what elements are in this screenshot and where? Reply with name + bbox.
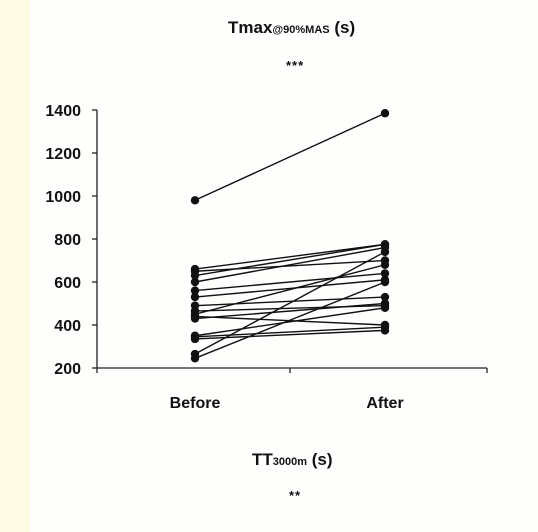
subject-line-16 — [194, 251, 386, 355]
axes: 200 400 600 800 1000 1200 1400 Before After — [45, 103, 488, 412]
subject-line-1 — [194, 112, 386, 201]
subject-line-2 — [194, 243, 386, 270]
x-category-label: After — [366, 395, 403, 412]
subject-line-13 — [194, 307, 386, 337]
subject-line-10 — [194, 264, 386, 315]
subject-line-12 — [194, 302, 386, 320]
subject-point-16-after — [380, 247, 390, 257]
subject-point-1-before — [190, 196, 200, 205]
subject-point-8-after — [380, 292, 390, 302]
subject-point-12-before — [190, 314, 200, 323]
y-tick-label: 1400 — [45, 103, 81, 120]
subject-point-13-after — [380, 303, 390, 312]
subject-point-1-after — [380, 109, 390, 118]
subject-point-17-before — [190, 354, 200, 363]
x-axis-title: TT3000m (s) — [252, 450, 333, 469]
y-tick-label: 600 — [54, 275, 81, 292]
y-tick-label: 800 — [54, 232, 81, 249]
title-significance: *** — [286, 58, 305, 73]
subject-line-6 — [194, 272, 386, 292]
subject-point-5-before — [190, 277, 200, 287]
subject-point-6-before — [190, 286, 200, 295]
subject-point-15-before — [190, 334, 200, 344]
y-tick-label: 400 — [54, 318, 81, 335]
subject-line-7 — [194, 279, 386, 298]
subject-line-8 — [194, 296, 386, 307]
series-points — [190, 109, 390, 363]
x-category-label: Before — [170, 395, 221, 412]
y-tick-label: 1200 — [45, 146, 81, 163]
subject-point-15-after — [380, 326, 390, 335]
subject-point-10-after — [380, 260, 390, 269]
y-tick-label: 1000 — [45, 189, 81, 206]
subject-line-14 — [194, 326, 386, 338]
subject-line-5 — [194, 246, 386, 283]
subject-point-6-after — [380, 269, 390, 278]
subject-line-3 — [194, 259, 386, 272]
subject-point-17-after — [380, 277, 390, 287]
chart-title: Tmax@90%MAS (s) — [228, 18, 356, 37]
subject-point-7-before — [190, 292, 200, 302]
left-margin-strip — [0, 0, 30, 532]
x-axis-significance: ** — [289, 488, 302, 503]
subject-line-17 — [194, 281, 386, 359]
y-tick-label: 200 — [54, 361, 81, 378]
subject-point-4-before — [190, 271, 200, 280]
series-lines — [194, 112, 386, 359]
subject-line-4 — [194, 243, 386, 277]
